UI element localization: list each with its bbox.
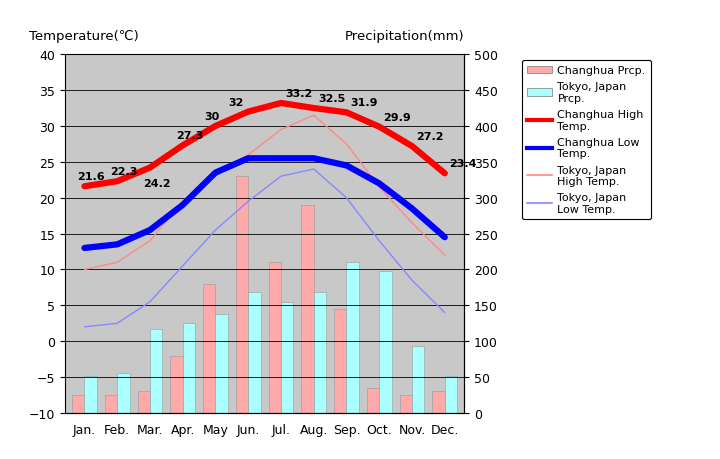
Bar bbox=[84, 376, 97, 413]
Text: 27.2: 27.2 bbox=[416, 132, 444, 142]
Text: 23.4: 23.4 bbox=[449, 159, 477, 169]
Text: 29.9: 29.9 bbox=[384, 112, 411, 123]
Bar bbox=[334, 309, 346, 413]
Text: 30: 30 bbox=[204, 112, 220, 122]
Text: 31.9: 31.9 bbox=[351, 98, 378, 108]
Bar bbox=[72, 395, 84, 413]
Text: 24.2: 24.2 bbox=[143, 178, 171, 188]
Text: Temperature(℃): Temperature(℃) bbox=[29, 29, 138, 43]
Bar bbox=[203, 284, 215, 413]
Bar bbox=[412, 347, 425, 413]
Bar bbox=[314, 293, 326, 413]
Bar bbox=[432, 392, 445, 413]
Bar bbox=[235, 177, 248, 413]
Bar bbox=[269, 263, 281, 413]
Text: 32.5: 32.5 bbox=[318, 94, 345, 104]
Bar bbox=[105, 395, 117, 413]
Bar bbox=[248, 293, 261, 413]
Text: 22.3: 22.3 bbox=[110, 167, 138, 177]
Bar bbox=[301, 206, 314, 413]
Text: Precipitation(mm): Precipitation(mm) bbox=[345, 29, 464, 43]
Bar bbox=[215, 314, 228, 413]
Bar bbox=[379, 271, 392, 413]
Bar bbox=[400, 395, 412, 413]
Bar bbox=[170, 356, 183, 413]
Text: 27.3: 27.3 bbox=[176, 131, 203, 141]
Legend: Changhua Prcp., Tokyo, Japan
Prcp., Changhua High
Temp., Changhua Low
Temp., Tok: Changhua Prcp., Tokyo, Japan Prcp., Chan… bbox=[522, 61, 652, 220]
Bar bbox=[117, 373, 130, 413]
Bar bbox=[138, 392, 150, 413]
Bar bbox=[281, 303, 294, 413]
Bar bbox=[183, 324, 195, 413]
Bar bbox=[366, 388, 379, 413]
Bar bbox=[445, 376, 457, 413]
Bar bbox=[346, 263, 359, 413]
Text: 33.2: 33.2 bbox=[285, 89, 312, 99]
Text: 21.6: 21.6 bbox=[78, 172, 105, 182]
Bar bbox=[150, 329, 163, 413]
Text: 32: 32 bbox=[229, 97, 244, 107]
